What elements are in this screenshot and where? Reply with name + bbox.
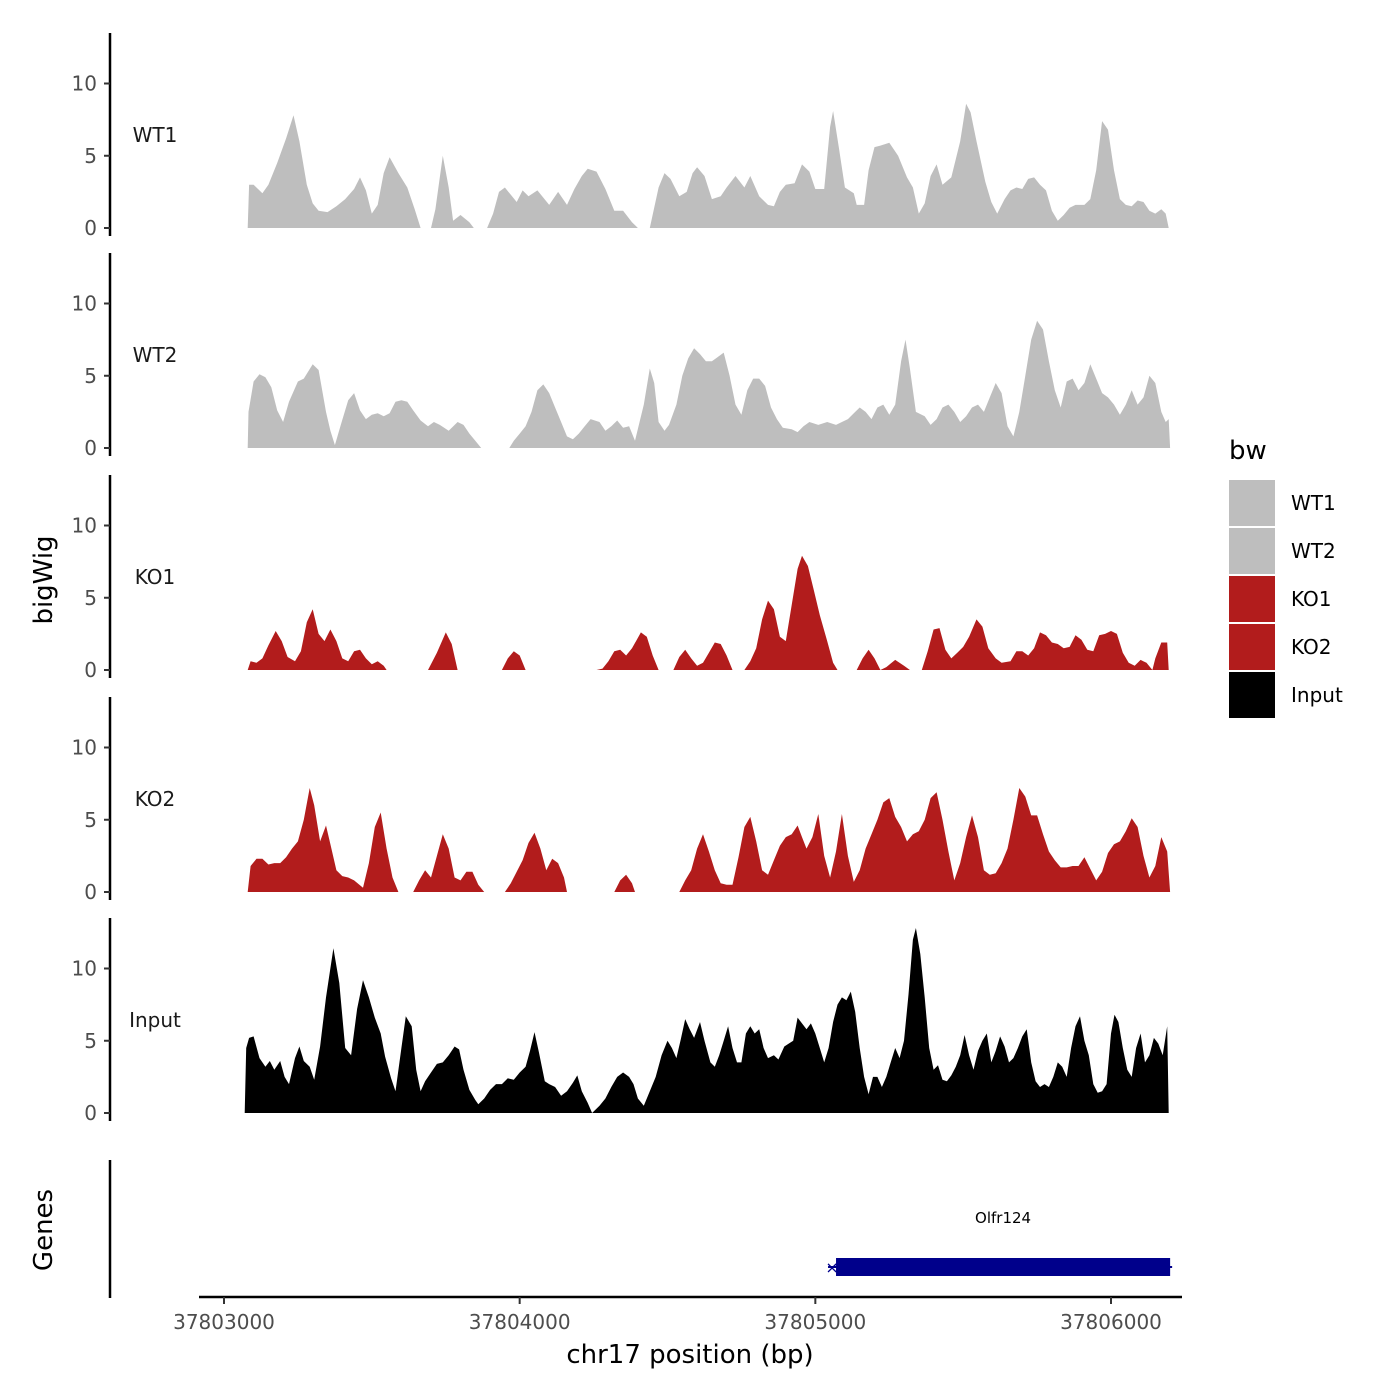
- track-label-ko2: KO2: [135, 787, 176, 811]
- strand-marker-icon: ×: [825, 1258, 838, 1277]
- legend-label-wt1: WT1: [1291, 491, 1336, 515]
- panel-input: 0 5 10 Input: [72, 918, 1169, 1125]
- y-axis-title: bigWig: [29, 535, 59, 624]
- legend-key-ko2: [1229, 624, 1275, 670]
- legend-title: bw: [1229, 436, 1267, 466]
- genes-axis-title: Genes: [29, 1189, 59, 1271]
- x-axis-title: chr17 position (bp): [566, 1340, 813, 1370]
- signal-area-ko2: [247, 788, 1171, 892]
- legend-key-wt2: [1229, 528, 1275, 574]
- gene-exon: [836, 1258, 1171, 1276]
- y-tick-label: 0: [84, 880, 97, 904]
- y-tick-label: 10: [72, 72, 97, 96]
- panel-wt1: 0 5 10 WT1: [72, 33, 1169, 240]
- y-tick-label: 10: [72, 957, 97, 981]
- track-label-ko1: KO1: [135, 565, 176, 589]
- legend-key-input: [1229, 672, 1275, 718]
- track-label-input: Input: [129, 1008, 181, 1032]
- y-tick-label: 5: [84, 586, 97, 610]
- panel-ko1: 0 5 10 KO1: [72, 475, 1169, 682]
- signal-area-wt2: [247, 320, 1171, 448]
- legend-label-wt2: WT2: [1291, 539, 1336, 563]
- track-label-wt2: WT2: [133, 343, 178, 367]
- gene-track: × Olfr124: [108, 1160, 1173, 1298]
- y-tick-label: 0: [84, 436, 97, 460]
- y-tick-label: 10: [72, 292, 97, 316]
- track-label-wt1: WT1: [133, 123, 178, 147]
- x-tick-label: 37803000: [173, 1310, 275, 1334]
- y-tick-label: 5: [84, 1029, 97, 1053]
- y-tick-label: 0: [84, 658, 97, 682]
- x-tick-label: 37805000: [764, 1310, 866, 1334]
- y-tick-label: 0: [84, 216, 97, 240]
- legend-key-ko1: [1229, 576, 1275, 622]
- y-tick-label: 5: [84, 364, 97, 388]
- signal-area-input: [244, 928, 1169, 1113]
- panel-wt2: 0 5 10 WT2: [72, 253, 1171, 460]
- y-tick-label: 5: [84, 808, 97, 832]
- y-tick-label: 5: [84, 144, 97, 168]
- legend: bw WT1 WT2 KO1 KO2 Input: [1229, 436, 1343, 718]
- panel-ko2: 0 5 10 KO2: [72, 697, 1171, 904]
- y-tick-label: 10: [72, 736, 97, 760]
- gene-label: Olfr124: [975, 1209, 1031, 1227]
- signal-area-ko1: [247, 555, 1169, 670]
- legend-label-ko1: KO1: [1291, 587, 1332, 611]
- y-tick-label: 0: [84, 1101, 97, 1125]
- signal-area-wt1: [247, 103, 1169, 228]
- legend-label-input: Input: [1291, 683, 1343, 707]
- y-tick-label: 10: [72, 514, 97, 538]
- legend-key-wt1: [1229, 480, 1275, 526]
- x-tick-label: 37804000: [469, 1310, 571, 1334]
- x-axis: 37803000 37804000 37805000 37806000: [173, 1295, 1182, 1334]
- signal-panels: 0 5 10 WT1 0 5 10 WT2 0 5 10 KO1 0 5 10 KO2 0 5 10 Input: [72, 33, 1171, 1125]
- legend-label-ko2: KO2: [1291, 635, 1332, 659]
- x-tick-label: 37806000: [1060, 1310, 1162, 1334]
